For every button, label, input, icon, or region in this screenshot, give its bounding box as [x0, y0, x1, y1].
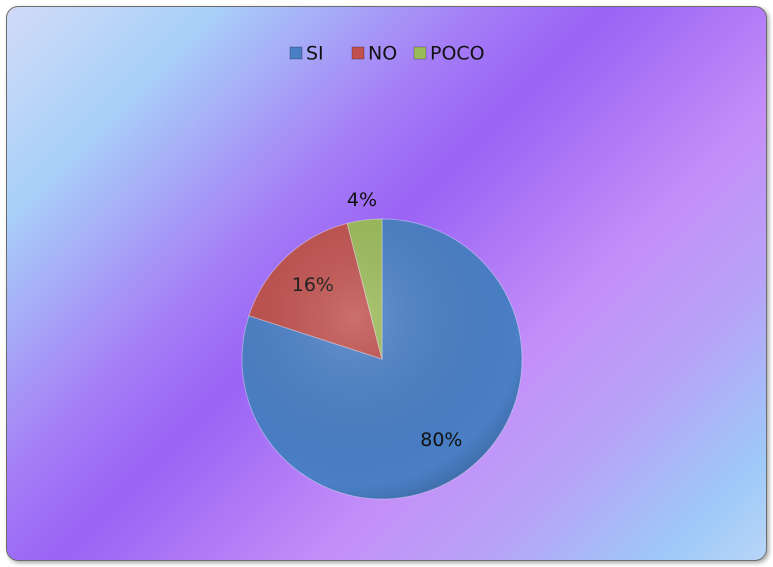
data-label: 16% — [292, 274, 334, 296]
data-label: 80% — [420, 429, 462, 451]
legend-swatch — [351, 46, 365, 60]
legend-label: NO — [368, 43, 397, 65]
legend-label: POCO — [430, 43, 485, 65]
legend-swatch — [413, 46, 427, 60]
legend-swatch — [289, 46, 303, 60]
legend-label: SI — [306, 43, 324, 65]
data-label: 4% — [347, 189, 377, 211]
chart: 80% 16% 4% SI NO POCO — [241, 43, 523, 500]
chart-frame: 80% 16% 4% SI NO POCO — [6, 6, 767, 561]
